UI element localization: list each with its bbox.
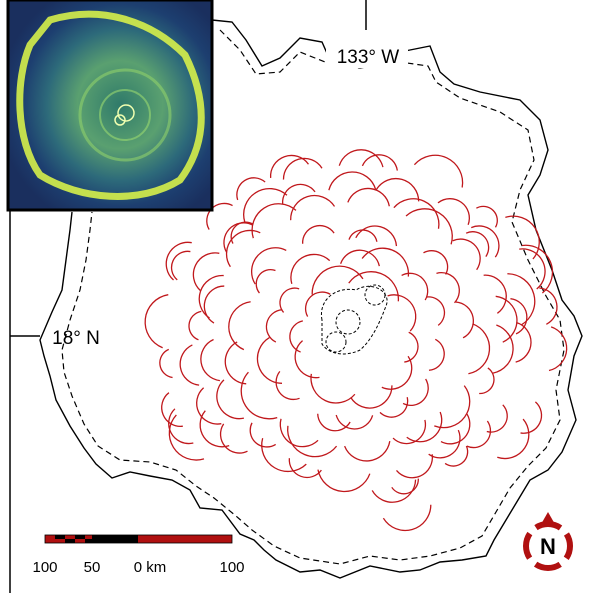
lava-lobe (484, 275, 507, 313)
lava-lobe (394, 199, 439, 229)
lava-lobe (336, 415, 372, 429)
lava-lobe (441, 414, 470, 444)
lava-lobe (291, 196, 335, 221)
lava-lobe (423, 251, 447, 275)
scale-label: 0 km (134, 559, 167, 576)
lava-lobe (229, 302, 251, 350)
lava-lobe (290, 321, 303, 352)
lava-lobe (225, 342, 246, 384)
lava-lobe (345, 441, 390, 461)
lava-lobe (280, 288, 299, 312)
lava-lobe (476, 206, 497, 227)
lava-lobe (388, 295, 416, 331)
lava-lobe (217, 380, 244, 419)
lava-lobe (453, 239, 480, 270)
lava-lobe (404, 332, 418, 362)
lava-lobe (262, 438, 307, 471)
lava-lobe (362, 155, 397, 171)
lava-lobe (288, 426, 337, 457)
lava-lobe (497, 419, 529, 458)
lava-lobe (256, 270, 275, 293)
lava-lobe (414, 155, 462, 187)
lava-lobe (160, 349, 173, 377)
lava-lobe (356, 226, 397, 246)
lava-lobe (380, 397, 408, 417)
lava-lobe (318, 414, 350, 431)
lava-lobe (396, 454, 432, 477)
scale-bar (45, 535, 232, 543)
lava-lobe (376, 179, 418, 202)
scale-label: 50 (84, 559, 101, 576)
lava-lobe (166, 242, 191, 280)
lava-lobe (318, 470, 370, 492)
lava-lobe (403, 379, 428, 405)
lava-lobe (289, 458, 321, 477)
lava-lobe (180, 345, 199, 385)
lava-lobe (479, 368, 494, 394)
lava-lobe (466, 232, 488, 257)
lava-lobe (496, 296, 517, 342)
lava-lobe (341, 250, 380, 266)
lava-lobe (221, 424, 248, 453)
lava-lobe (224, 223, 253, 253)
lava-lobe (471, 226, 499, 257)
lava-lobe (349, 230, 377, 242)
lava-lobe (348, 188, 390, 206)
lava-lobe (339, 150, 383, 167)
lava-lobe (402, 273, 428, 300)
caldera (321, 285, 387, 354)
lava-lobe (283, 158, 321, 179)
compass-label: N (540, 534, 556, 559)
lava-lobe (172, 251, 191, 280)
lava-lobe (434, 386, 469, 428)
lava-lobe (372, 480, 415, 503)
lava-lobe (521, 402, 542, 433)
lava-lobe (393, 420, 425, 444)
lava-lobe (312, 266, 363, 294)
lava-lobe (201, 340, 220, 381)
lava-lobe (468, 324, 489, 374)
lava-lobe (200, 411, 229, 447)
lava-lobe (204, 286, 224, 323)
lava-lobe (539, 288, 557, 324)
lava-lobe (549, 327, 567, 371)
lava-lobe (295, 341, 319, 378)
lava-lobe (291, 254, 330, 283)
lava-lobe (429, 339, 444, 370)
lava-lobe (244, 189, 287, 222)
lava-lobe (252, 204, 296, 238)
lava-lobe (493, 325, 513, 373)
scale-label: 100 (219, 559, 244, 576)
lava-lobe (427, 297, 445, 325)
lava-lobe (241, 372, 277, 419)
lava-lobe (429, 430, 460, 458)
lava-lobe (145, 295, 168, 348)
lava-lobe (456, 302, 474, 338)
lava-lobe (189, 311, 201, 339)
map: 133° W 18° N 100 50 0 km 100 N (0, 0, 595, 593)
lava-lobe (438, 199, 469, 225)
lava-lobe (436, 273, 459, 303)
lava-lobe (306, 292, 331, 316)
longitude-label: 133° W (337, 47, 400, 68)
inset-image (8, 0, 212, 210)
lava-lobe (510, 299, 526, 334)
lava-lobe (280, 419, 318, 447)
lava-lobe (406, 209, 452, 245)
lava-lobe (303, 226, 334, 244)
lava-lobe (250, 423, 275, 447)
scale-label: 100 (32, 559, 57, 576)
latitude-label: 18° N (52, 328, 100, 349)
lava-lobe (257, 338, 282, 384)
lava-lobe (276, 371, 299, 399)
lava-lobe (383, 505, 430, 531)
lava-lobe (329, 172, 376, 190)
lava-lobe (193, 253, 219, 291)
lava-lobe (199, 276, 223, 319)
